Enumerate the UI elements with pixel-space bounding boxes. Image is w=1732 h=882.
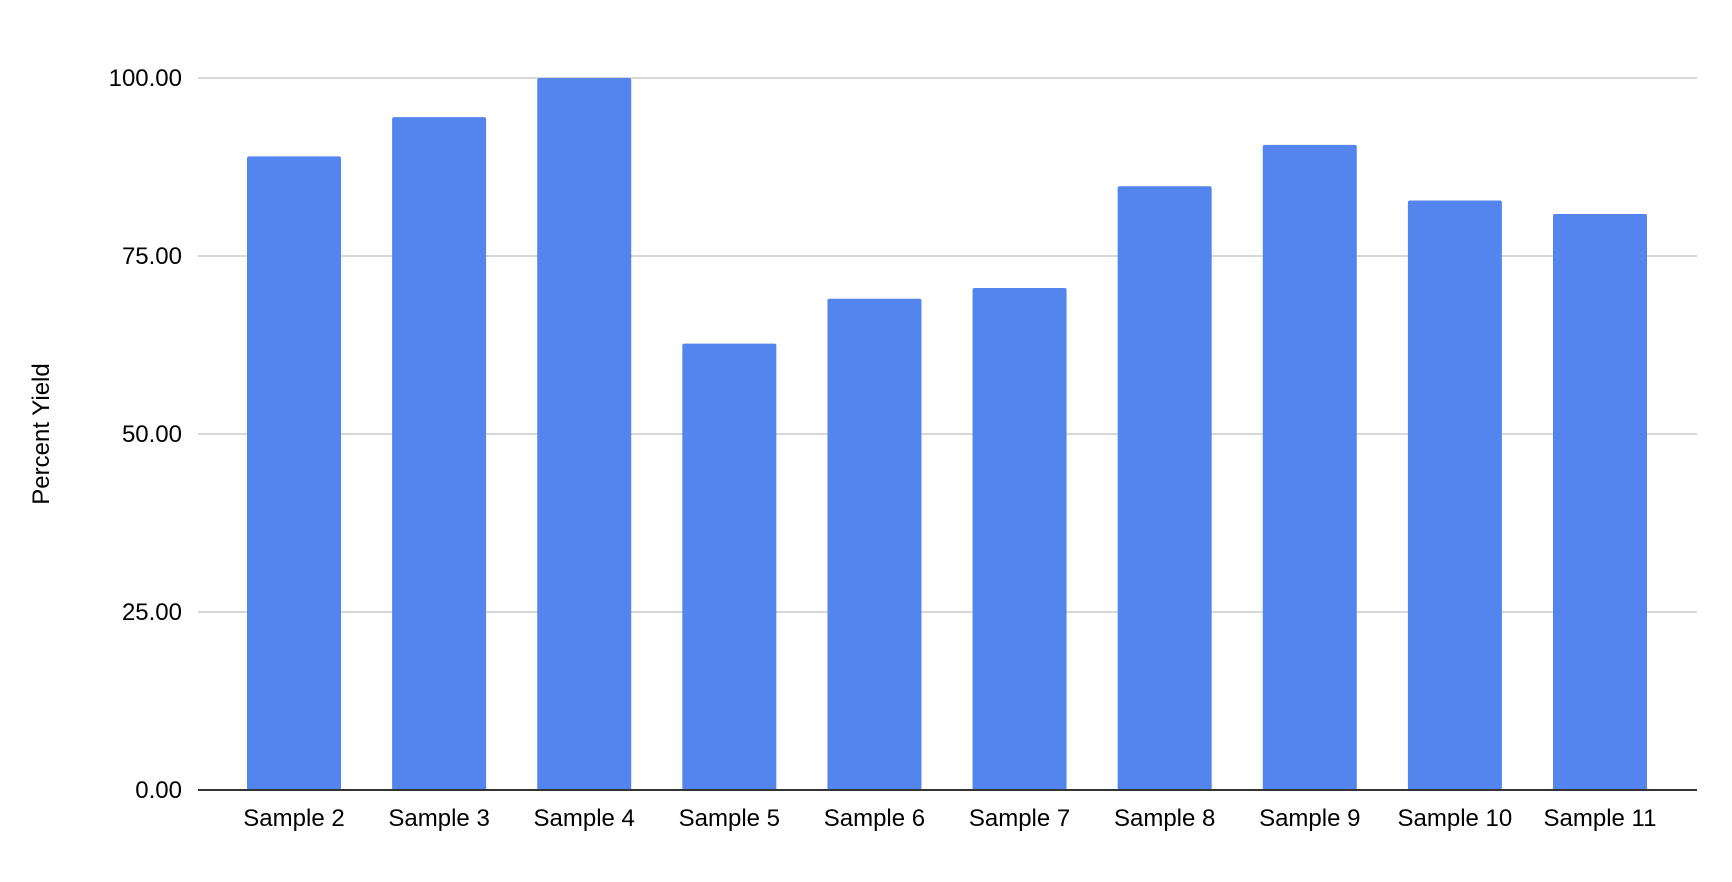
y-axis-ticks: 0.00 25.00 50.00 75.00 100.00 (109, 65, 182, 804)
x-tick-label: Sample 10 (1398, 805, 1513, 832)
x-tick-label: Sample 7 (969, 805, 1070, 832)
bar (972, 288, 1067, 790)
bar (1262, 144, 1357, 791)
x-tick-label: Sample 11 (1544, 805, 1657, 832)
x-tick-label: Sample 6 (824, 805, 925, 832)
y-tick-label: 0.00 (135, 777, 182, 804)
y-axis-title: Percent Yield (28, 363, 55, 504)
x-tick-label: Sample 8 (1114, 805, 1215, 832)
bar (247, 156, 341, 790)
y-tick-label: 25.00 (122, 599, 182, 626)
bar (1407, 200, 1502, 791)
x-tick-label: Sample 4 (534, 805, 635, 832)
bar (537, 78, 632, 790)
y-tick-label: 50.00 (122, 421, 182, 448)
bar (682, 343, 777, 790)
bars (247, 78, 1647, 791)
bar (392, 117, 487, 790)
y-tick-label: 100.00 (109, 65, 182, 92)
x-axis-ticks: Sample 2 Sample 3 Sample 4 Sample 5 Sample 6… (243, 805, 1656, 832)
x-tick-label: Sample 3 (388, 805, 489, 832)
bar (1553, 213, 1647, 790)
x-tick-label: Sample 9 (1259, 805, 1360, 832)
y-tick-label: 75.00 (122, 243, 182, 270)
x-tick-label: Sample 2 (243, 805, 344, 832)
bar (1117, 186, 1212, 790)
x-tick-label: Sample 5 (679, 805, 780, 832)
bar (827, 298, 922, 790)
